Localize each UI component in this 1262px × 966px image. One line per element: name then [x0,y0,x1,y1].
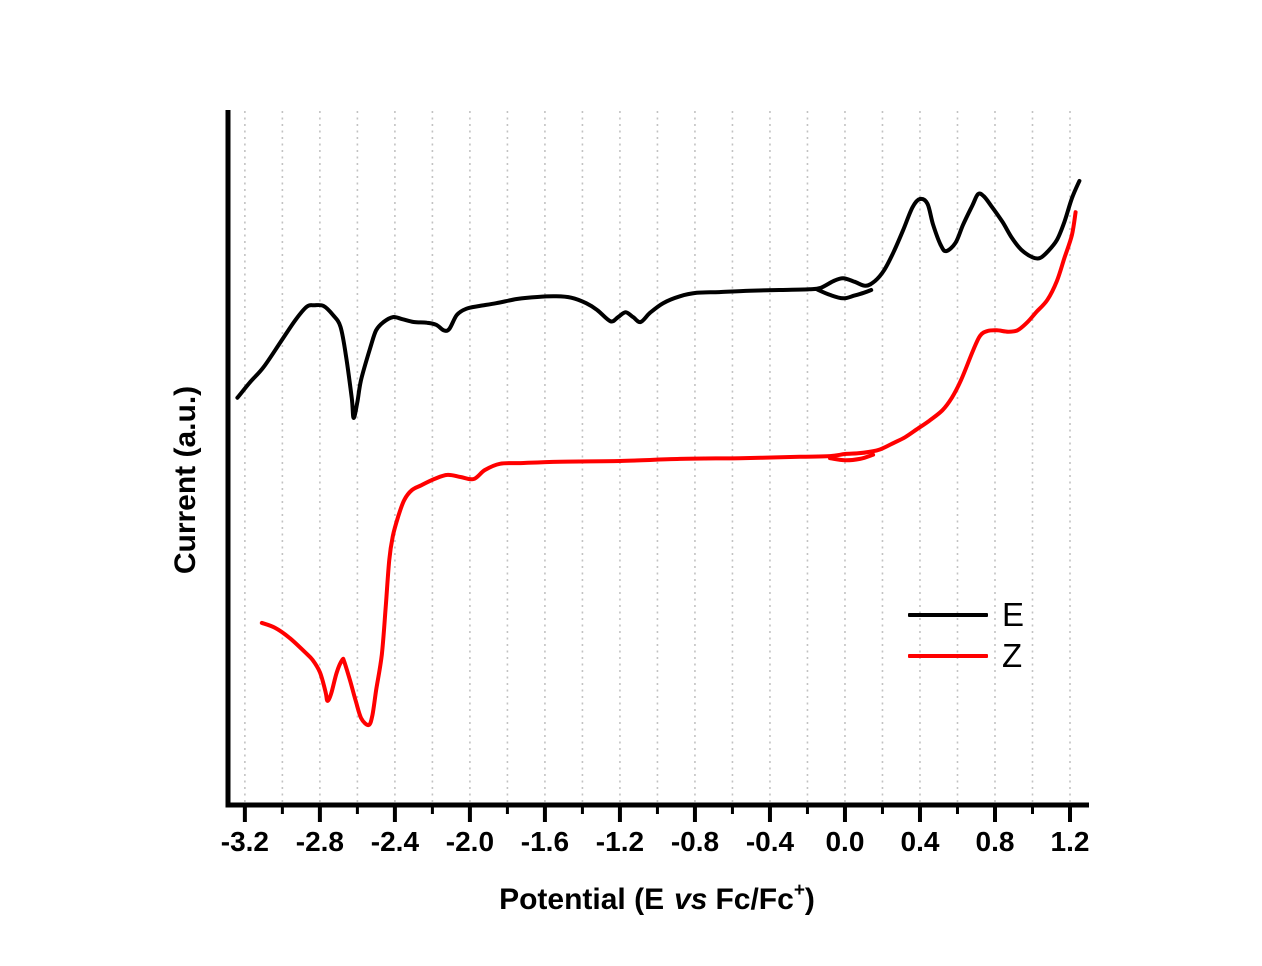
legend-line-sample-z [908,653,988,658]
legend-label-e: E [1002,596,1025,633]
x-tick-label: 0.8 [975,826,1015,857]
legend: E Z [908,594,1024,676]
curve-e-return-trace [814,287,874,301]
axes [225,110,1089,808]
x-tick-label: -2.0 [445,826,495,857]
x-tick-label: -0.8 [670,826,720,857]
x-tick-label: 0.0 [825,826,865,857]
x-tick-label: -1.6 [520,826,570,857]
x-title-superscript-plus: + [793,880,805,901]
x-tick-label: -0.4 [745,826,795,857]
curve-z [259,210,1078,728]
legend-item-e: E [908,594,1024,635]
x-tick-label: 0.4 [900,826,940,857]
gridlines [244,111,1071,803]
x-axis-ticks [242,807,1072,822]
x-title-post: ) [804,883,815,916]
x-tick-label: -3.2 [220,826,269,857]
x-title-pre: Potential (E [499,883,665,916]
x-title-vs: vs [674,883,708,916]
curve-z-return-trace [828,452,876,463]
x-tick-label: -2.4 [370,826,420,857]
x-axis-title: Potential (E vs Fc/Fc+) [499,880,815,917]
x-tick-label: 1.2 [1050,826,1090,857]
y-axis-title: Current (a.u.) [169,385,202,575]
legend-label-z: Z [1002,637,1023,674]
curves [235,178,1082,728]
x-tick-label: -1.2 [595,826,645,857]
x-title-mid: Fc/Fc [715,883,794,916]
legend-line-sample-e [908,612,988,617]
x-tick-label: -2.8 [295,826,344,857]
curve-e [235,178,1082,420]
legend-item-z: Z [908,635,1024,676]
